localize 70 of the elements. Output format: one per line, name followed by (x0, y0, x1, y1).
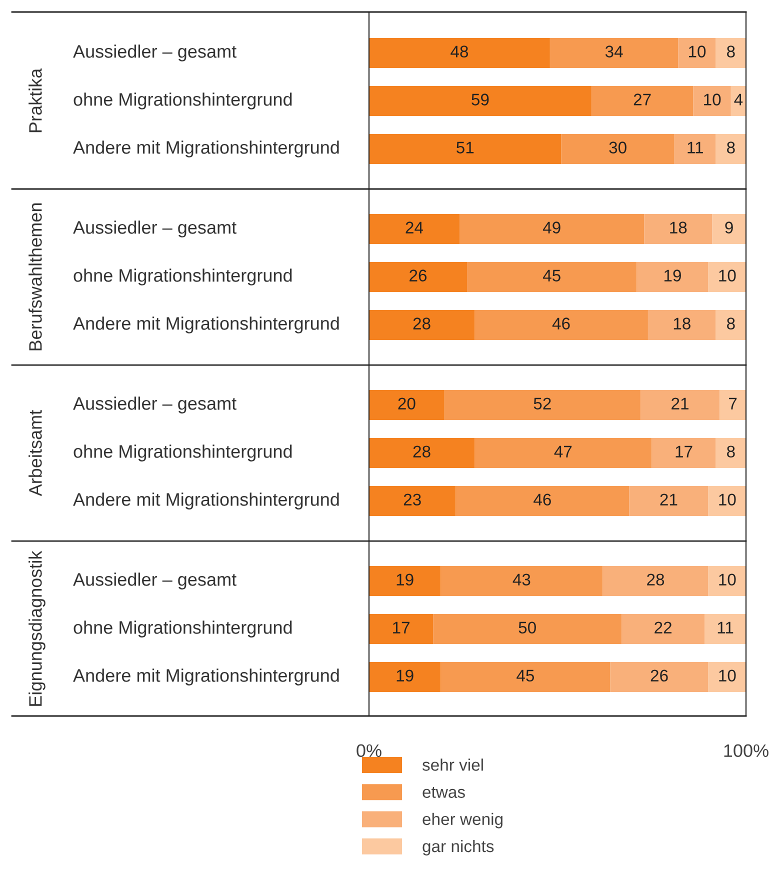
data-label: 11 (718, 622, 734, 634)
data-label: 47 (554, 446, 572, 458)
data-label: 10 (704, 94, 721, 106)
data-label: 28 (413, 318, 430, 330)
data-label: 46 (552, 318, 570, 330)
y-tick-label: Andere mit Migrationshintergrund (73, 668, 339, 686)
data-label: 24 (406, 222, 424, 234)
data-label: 10 (719, 494, 736, 506)
data-label: 21 (672, 398, 688, 410)
text: Arbeitsamt (28, 410, 42, 496)
y-tick-label: ohne Migrationshintergrund (74, 268, 292, 286)
text: Eignungsdiagnostik (28, 550, 46, 706)
data-label: 34 (605, 46, 623, 58)
x-tick-label: 100% (724, 744, 768, 758)
y-tick-label: ohne Migrationshintergrund (74, 620, 292, 638)
data-label: 10 (719, 574, 736, 586)
data-label: 48 (450, 46, 468, 58)
y-tick-label: Aussiedler – gesamt (73, 220, 236, 238)
y-tick-label: Andere mit Migrationshintergrund (73, 492, 339, 510)
text: Praktika (28, 68, 42, 132)
data-label: 26 (650, 670, 668, 682)
data-label: 10 (719, 270, 736, 282)
text: Berufswahlthemen (28, 203, 42, 350)
data-label: 43 (512, 574, 530, 586)
y-tick-label: ohne Migrationshintergrund (74, 92, 292, 110)
data-label: 11 (688, 142, 703, 154)
data-label: 8 (727, 46, 735, 58)
legend-label: eher wenig (422, 812, 502, 828)
data-label: 18 (670, 222, 687, 234)
data-label: 4 (734, 94, 743, 106)
data-label: 45 (516, 670, 534, 682)
y-tick-label: Aussiedler – gesamt (73, 396, 236, 414)
data-label: 46 (534, 494, 551, 506)
data-label: 28 (647, 574, 664, 586)
data-label: 19 (396, 574, 414, 586)
data-label: 8 (727, 446, 735, 458)
data-label: 7 (729, 398, 737, 410)
data-label: 18 (674, 318, 690, 330)
data-label: 52 (534, 398, 551, 410)
data-label: 17 (676, 446, 692, 458)
data-label: 21 (660, 494, 678, 506)
data-label: 20 (398, 398, 416, 410)
y-tick-label: Andere mit Migrationshintergrund (73, 140, 339, 158)
data-label: 30 (609, 142, 626, 154)
data-label: 9 (725, 222, 733, 234)
data-label: 59 (472, 94, 489, 106)
x-tick-label: 0% (356, 744, 382, 758)
y-tick-label: Aussiedler – gesamt (73, 44, 236, 62)
legend-label: etwas (422, 787, 465, 798)
data-label: 23 (404, 494, 421, 506)
data-label: 28 (413, 446, 430, 458)
data-label: 45 (542, 270, 560, 282)
data-label: 8 (727, 318, 735, 330)
data-label: 8 (727, 142, 735, 154)
y-tick-label: ohne Migrationshintergrund (74, 444, 292, 462)
y-tick-label: Aussiedler – gesamt (73, 572, 236, 590)
y-tick-label: Andere mit Migrationshintergrund (73, 316, 339, 334)
legend-label: sehr viel (422, 758, 483, 771)
data-label: 22 (654, 622, 672, 634)
legend-label: gar nichts (422, 840, 494, 856)
data-label: 19 (664, 270, 681, 282)
data-label: 50 (518, 622, 536, 634)
data-label: 10 (719, 670, 736, 682)
data-label: 51 (456, 142, 474, 154)
data-label: 49 (542, 222, 560, 234)
data-label: 19 (396, 670, 414, 682)
data-label: 10 (688, 46, 706, 58)
data-label: 26 (410, 270, 427, 282)
data-label: 27 (634, 94, 651, 106)
data-label: 17 (393, 622, 410, 634)
